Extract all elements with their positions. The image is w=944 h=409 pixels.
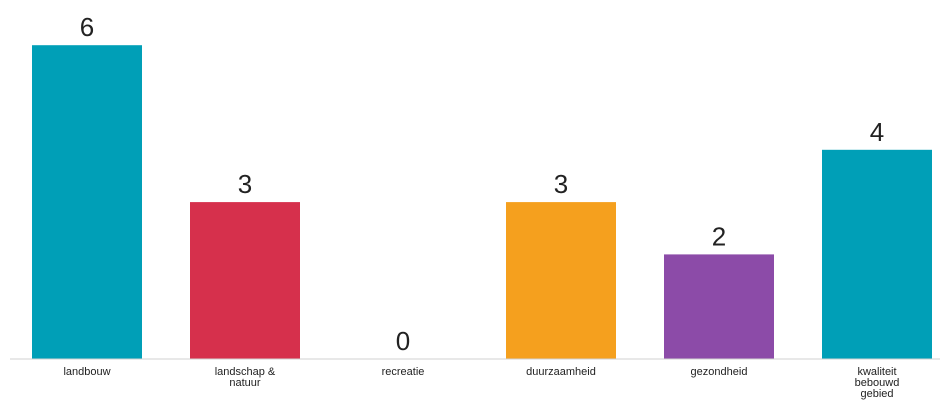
category-labels-group: landbouw landschap & natuur recreatie duurza…: [63, 366, 899, 400]
data-labels-group: 6 3 0 3 2 4: [80, 12, 884, 356]
category-label-kwaliteit-bebouwd-gebied: kwaliteit bebouwd gebied: [855, 366, 900, 400]
data-label-kwaliteit-bebouwd-gebied: 4: [870, 117, 884, 147]
category-label-line: recreatie: [382, 366, 425, 378]
category-label-gezondheid: gezondheid: [691, 366, 748, 378]
data-label-landschap-natuur: 3: [238, 169, 252, 199]
data-label-landbouw: 6: [80, 12, 94, 42]
category-label-recreatie: recreatie: [382, 366, 425, 378]
data-label-gezondheid: 2: [712, 221, 726, 251]
category-label-line: bebouwd: [855, 377, 900, 389]
category-label-line: duurzaamheid: [526, 366, 596, 378]
data-label-recreatie: 0: [396, 326, 410, 356]
category-label-landbouw: landbouw: [63, 366, 110, 378]
data-label-duurzaamheid: 3: [554, 169, 568, 199]
category-label-line: natuur: [229, 377, 261, 389]
category-label-line: gezondheid: [691, 366, 748, 378]
category-label-line: landbouw: [63, 366, 110, 378]
category-label-line: kwaliteit: [857, 366, 896, 378]
bar-landschap-natuur: [190, 202, 300, 359]
bar-gezondheid: [664, 254, 774, 359]
category-label-landschap-natuur: landschap & natuur: [215, 366, 276, 389]
bar-duurzaamheid: [506, 202, 616, 359]
bar-landbouw: [32, 45, 142, 359]
category-label-line: landschap &: [215, 366, 276, 378]
bar-kwaliteit-bebouwd-gebied: [822, 149, 932, 359]
bars-group: [32, 45, 932, 359]
category-label-duurzaamheid: duurzaamheid: [526, 366, 596, 378]
category-label-line: gebied: [860, 388, 893, 400]
